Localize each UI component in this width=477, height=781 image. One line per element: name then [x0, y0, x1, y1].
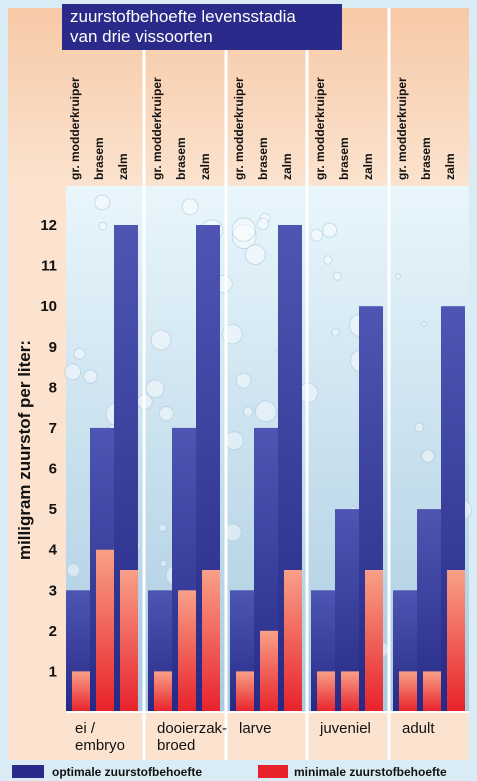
bar-minimaal	[317, 671, 335, 712]
species-label: zalm	[280, 153, 294, 180]
legend: optimale zuurstofbehoefte minimale zuurst…	[0, 761, 477, 781]
species-label: brasem	[419, 137, 433, 180]
bubble	[256, 217, 269, 231]
bubble	[254, 400, 277, 423]
y-tick-label: 9	[49, 339, 57, 356]
y-tick-label: 6	[49, 461, 57, 478]
y-tick-label: 1	[49, 663, 57, 680]
bubble	[332, 271, 342, 281]
bar-minimaal	[72, 671, 90, 712]
bar-minimaal	[447, 570, 465, 712]
bar-minimaal	[365, 570, 383, 712]
stage-label: adult	[402, 720, 435, 737]
species-label: gr. modderkruiper	[150, 77, 164, 180]
legend-label-optimaal: optimale zuurstofbehoefte	[52, 765, 202, 779]
stage-label: embryo	[75, 737, 125, 754]
bubble	[242, 406, 254, 417]
stage-label: juveniel	[319, 720, 371, 737]
bar-minimaal	[178, 590, 196, 713]
bottom-label-band	[8, 712, 469, 760]
y-axis-panel	[8, 186, 66, 712]
legend-background	[0, 761, 477, 781]
bubble	[145, 379, 165, 399]
legend-label-minimaal: minimale zuurstofbehoefte	[294, 765, 447, 779]
bar-minimaal	[341, 671, 359, 712]
bubble	[310, 228, 323, 242]
bubble	[94, 194, 111, 211]
bubble	[181, 198, 199, 216]
legend-swatch-minimaal	[258, 765, 288, 778]
bubble	[231, 217, 257, 242]
species-label: zalm	[198, 153, 212, 180]
bar-minimaal	[284, 570, 302, 712]
chart-title-line-2: van drie vissoorten	[70, 27, 213, 46]
bars-layer	[66, 225, 465, 713]
bubble	[83, 369, 98, 384]
bar-minimaal	[399, 671, 417, 712]
bubble	[421, 321, 427, 327]
y-tick-label: 11	[41, 258, 57, 275]
species-label: brasem	[337, 137, 351, 180]
bubble	[323, 255, 333, 265]
y-tick-label: 7	[49, 420, 57, 437]
bubble	[322, 222, 338, 238]
bubble	[421, 449, 435, 463]
bubble	[159, 559, 168, 568]
species-label: gr. modderkruiper	[68, 77, 82, 180]
chart-title-line-1: zuurstofbehoefte levensstadia	[70, 7, 296, 26]
y-tick-label: 3	[49, 582, 57, 599]
bubble	[223, 523, 242, 542]
bubble	[395, 273, 402, 280]
bar-minimaal	[260, 630, 278, 712]
stage-labels: ei /embryo dooierzak-broed larve juveniel ad…	[75, 720, 435, 754]
species-label: gr. modderkruiper	[395, 77, 409, 180]
bar-minimaal	[236, 671, 254, 712]
y-tick-label: 12	[40, 217, 57, 234]
species-labels: gr. modderkruiper brasem zalm gr. modderkru…	[68, 77, 457, 180]
y-tick-label: 4	[49, 542, 58, 559]
bubble	[331, 328, 340, 337]
bubble	[73, 347, 86, 360]
y-tick-label: 10	[40, 298, 57, 315]
species-label: gr. modderkruiper	[313, 77, 327, 180]
y-tick-label: 2	[49, 623, 57, 640]
species-label: zalm	[116, 153, 130, 180]
stage-label: larve	[239, 720, 272, 737]
bubble	[98, 221, 108, 231]
y-axis-title: milligram zuurstof per liter:	[15, 340, 34, 560]
legend-swatch-optimaal	[12, 765, 44, 778]
y-tick-label: 8	[49, 379, 57, 396]
species-label: brasem	[92, 137, 106, 180]
title-box	[62, 4, 342, 50]
bar-minimaal	[96, 549, 114, 712]
bubble	[235, 372, 252, 389]
species-label: brasem	[256, 137, 270, 180]
bar-minimaal	[120, 570, 138, 712]
bubble	[224, 431, 244, 451]
bubble	[244, 244, 266, 266]
bar-minimaal	[423, 671, 441, 712]
bar-minimaal	[202, 570, 220, 712]
bubble	[66, 563, 81, 578]
bubble	[231, 224, 257, 250]
species-label: zalm	[361, 153, 375, 180]
group-separators	[66, 8, 469, 760]
bubble	[150, 329, 172, 351]
bubble	[414, 422, 425, 433]
bubble	[158, 406, 174, 422]
bar-minimaal	[154, 671, 172, 712]
stage-label: ei /	[75, 720, 96, 737]
bubble	[64, 363, 82, 381]
species-label: zalm	[443, 153, 457, 180]
species-label: gr. modderkruiper	[232, 77, 246, 180]
species-label: brasem	[174, 137, 188, 180]
stage-label: broed	[157, 737, 195, 754]
bubble	[244, 234, 251, 241]
bubble	[158, 523, 167, 533]
y-tick-label: 5	[49, 501, 57, 518]
stage-label: dooierzak-	[157, 720, 227, 737]
